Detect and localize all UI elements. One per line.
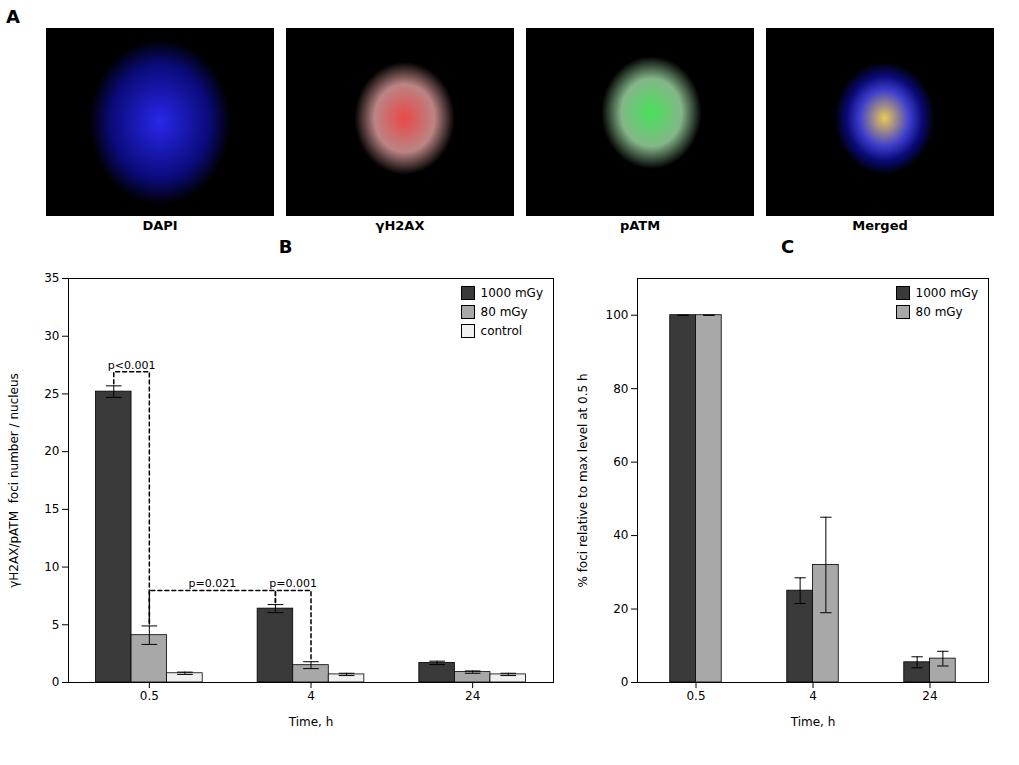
html-text:80 mGy: 80 mGy [480, 305, 528, 319]
svg-text:24: 24 [465, 689, 480, 703]
svg-text:30: 30 [44, 329, 59, 343]
svg-text:p<0.001: p<0.001 [108, 359, 156, 372]
svg-text:35: 35 [44, 271, 59, 285]
html-text:Merged: Merged [852, 218, 908, 233]
svg-text:Time, h: Time, h [790, 715, 836, 729]
html-text:pATM: pATM [619, 218, 661, 233]
html-text:C: C [780, 236, 795, 257]
svg-text:Time, h: Time, h [288, 715, 334, 729]
svg-text:40: 40 [613, 528, 628, 542]
html-text:γH2AX: γH2AX [375, 218, 425, 233]
svg-text:% foci relative to max level a: % foci relative to max level at 0.5 h [576, 373, 590, 587]
svg-text:20: 20 [613, 602, 628, 616]
svg-text:10: 10 [44, 560, 59, 574]
svg-text:24: 24 [922, 689, 937, 703]
html-text:A: A [6, 6, 20, 27]
svg-text:80: 80 [613, 382, 628, 396]
svg-text:4: 4 [809, 689, 817, 703]
svg-text:100: 100 [606, 308, 629, 322]
html-text:1000 mGy: 1000 mGy [480, 286, 543, 300]
svg-text:25: 25 [44, 387, 59, 401]
html-text:80 mGy: 80 mGy [915, 305, 963, 319]
svg-text:0: 0 [52, 675, 60, 689]
svg-text:5: 5 [52, 618, 60, 632]
svg-text:20: 20 [44, 444, 59, 458]
svg-text:0: 0 [621, 675, 629, 689]
svg-text:0.5: 0.5 [686, 689, 705, 703]
svg-text:γH2AX/pATM foci number / nucl: γH2AX/pATM foci number / nucleus [7, 373, 21, 588]
html-text:DAPI: DAPI [142, 218, 178, 233]
svg-text:p=0.001: p=0.001 [269, 577, 317, 590]
html-text:1000 mGy: 1000 mGy [915, 286, 978, 300]
svg-text:0.5: 0.5 [140, 689, 159, 703]
svg-text:4: 4 [307, 689, 315, 703]
html-text:B: B [278, 236, 293, 257]
html-text:control: control [480, 324, 523, 338]
svg-text:60: 60 [613, 455, 628, 469]
svg-text:p=0.021: p=0.021 [189, 577, 237, 590]
svg-text:15: 15 [44, 502, 59, 516]
